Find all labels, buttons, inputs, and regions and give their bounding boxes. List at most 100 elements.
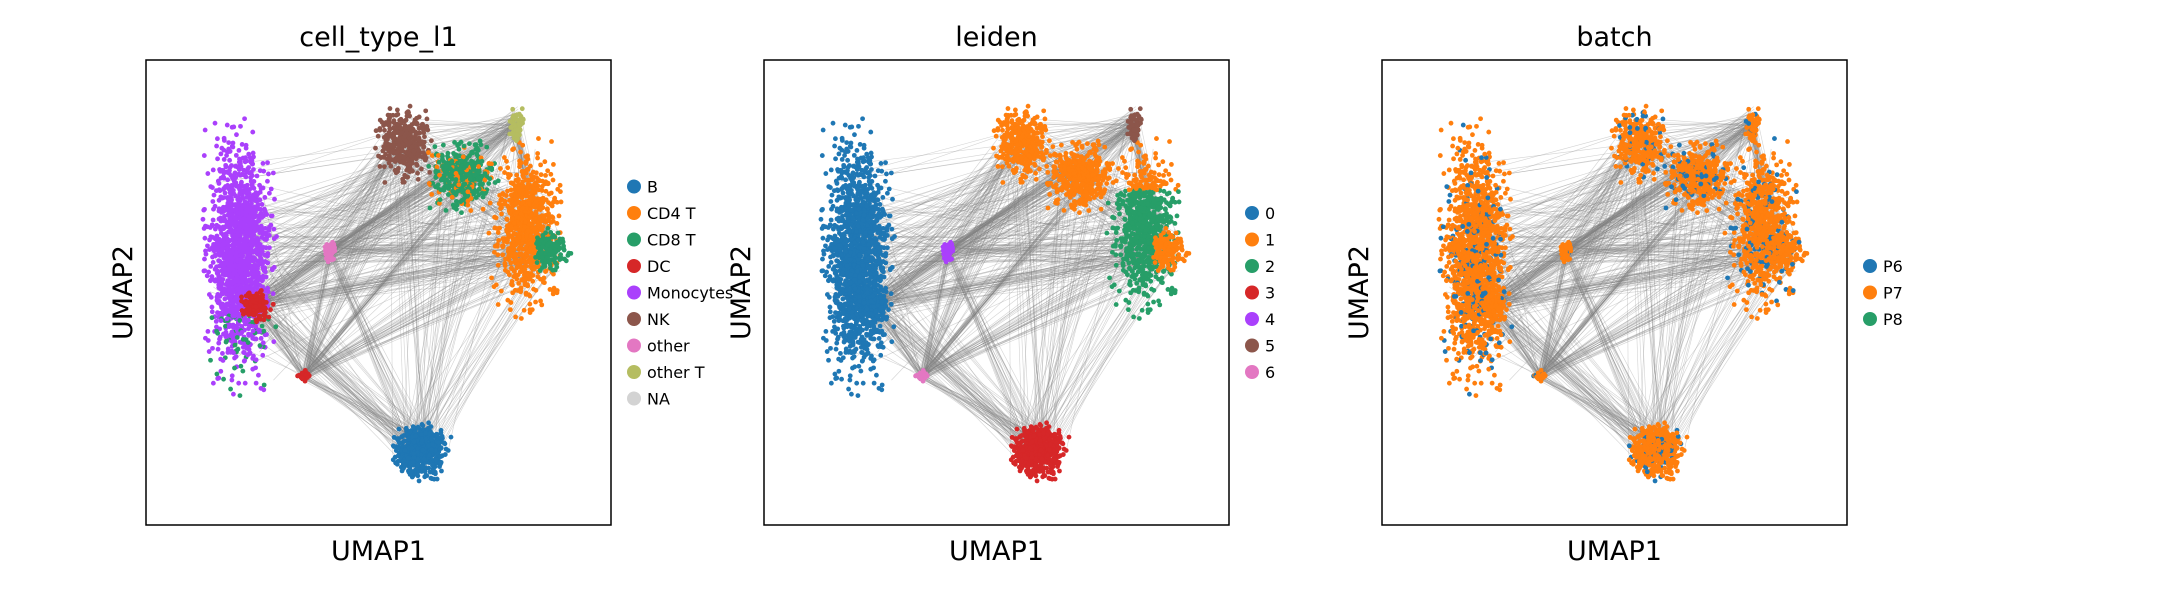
data-point (388, 143, 394, 149)
graph-edge (328, 246, 431, 440)
data-point (216, 285, 222, 291)
data-point (541, 279, 546, 285)
graph-edge (421, 264, 517, 436)
graph-edge (328, 149, 400, 254)
data-point (230, 250, 235, 255)
graph-edge (256, 114, 515, 305)
graph-edge (260, 192, 464, 314)
data-point (393, 460, 399, 466)
data-point (230, 221, 236, 227)
data-point (424, 473, 430, 479)
data-point (234, 335, 240, 340)
graph-edge (404, 129, 425, 461)
data-point (242, 380, 248, 386)
data-point (438, 187, 444, 193)
data-point (381, 155, 387, 160)
graph-edge (253, 242, 513, 363)
data-point (546, 191, 552, 197)
data-point (518, 285, 524, 291)
graph-edge (334, 120, 519, 246)
data-point (535, 235, 540, 241)
data-point (465, 189, 471, 195)
data-point (230, 242, 236, 248)
data-point (221, 204, 226, 210)
data-point (251, 255, 256, 261)
data-point (249, 230, 255, 236)
data-point (529, 262, 534, 267)
graph-edge (332, 244, 518, 260)
graph-edge (305, 148, 408, 378)
graph-edge (243, 126, 514, 266)
data-point (226, 324, 232, 330)
data-point (467, 141, 472, 147)
data-point (373, 128, 379, 134)
graph-edge (423, 251, 523, 447)
data-point (455, 160, 460, 166)
data-point (266, 233, 272, 238)
graph-edge (302, 208, 481, 381)
data-point (523, 219, 528, 225)
data-point (213, 318, 219, 324)
graph-edge (330, 106, 518, 251)
graph-edge (301, 218, 515, 380)
data-point (531, 194, 536, 200)
graph-edge (256, 168, 473, 302)
data-point (525, 249, 531, 255)
data-point (473, 142, 479, 147)
data-point (229, 256, 235, 262)
graph-edge (231, 205, 528, 233)
graph-edge (306, 190, 462, 374)
data-point (415, 176, 421, 182)
data-point (565, 252, 571, 258)
graph-edge (301, 253, 333, 376)
data-point (505, 203, 511, 209)
graph-edge (258, 306, 421, 443)
data-point (544, 206, 550, 212)
data-point (484, 144, 490, 150)
graph-edge (252, 163, 459, 309)
data-point (393, 170, 399, 176)
data-point (561, 246, 567, 251)
data-point (391, 130, 397, 136)
data-point (238, 206, 244, 212)
data-point (256, 372, 261, 378)
data-point (468, 208, 474, 213)
data-point (219, 225, 225, 231)
graph-edge (242, 144, 408, 316)
data-point (251, 185, 257, 191)
data-point (229, 163, 234, 168)
graph-edge (247, 115, 398, 312)
graph-edge (330, 256, 550, 268)
graph-edge (306, 252, 331, 376)
data-point (270, 301, 276, 307)
graph-edge (233, 208, 545, 240)
data-point (539, 201, 545, 207)
data-point (241, 318, 247, 324)
data-point (232, 365, 237, 371)
data-point (499, 196, 505, 202)
data-point (247, 323, 253, 329)
data-point (259, 201, 265, 207)
graph-edge (258, 247, 332, 303)
data-point (540, 224, 546, 230)
data-point (437, 172, 442, 178)
graph-edge (253, 196, 521, 306)
data-point (408, 166, 413, 172)
data-point (505, 297, 511, 303)
data-point (256, 313, 262, 319)
data-point (456, 146, 462, 152)
data-point (498, 166, 503, 171)
data-point (527, 201, 532, 206)
graph-edge (240, 272, 421, 453)
data-point (248, 175, 254, 180)
data-point (243, 337, 249, 343)
data-point (381, 164, 387, 170)
data-point (549, 203, 555, 209)
data-point (558, 199, 564, 205)
data-point (448, 173, 454, 179)
graph-edge (416, 158, 445, 449)
graph-edge (410, 180, 467, 450)
data-point (541, 262, 547, 268)
graph-edge (252, 301, 434, 435)
graph-edge (246, 135, 515, 223)
